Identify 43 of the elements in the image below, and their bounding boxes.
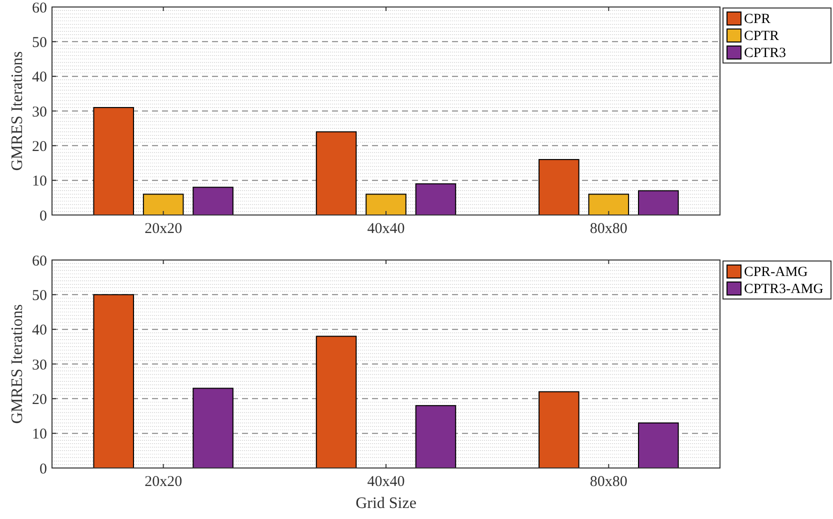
y-axis-title: GMRES Iterations (9, 51, 26, 171)
y-tick-label: 10 (32, 174, 47, 190)
bar (192, 186, 234, 216)
legend-label: CPR-AMG (744, 265, 808, 280)
x-tick-label: 20x20 (144, 221, 182, 237)
y-tick-label: 60 (32, 0, 47, 16)
x-tick-label: 40x40 (367, 221, 405, 237)
legend-label: CPTR (744, 29, 780, 44)
bar (142, 194, 184, 216)
y-tick-label: 20 (32, 138, 47, 155)
x-axis-title: Grid Size (356, 495, 416, 512)
y-tick-label: 0 (40, 461, 47, 478)
y-tick-label: 30 (32, 357, 47, 374)
legend-label: CPR (744, 12, 772, 27)
bar (415, 183, 456, 216)
legend-label: CPTR3-AMG (744, 282, 824, 297)
y-tick-label: 50 (32, 288, 47, 304)
bar (316, 336, 357, 468)
bar (316, 131, 357, 216)
y-tick-label: 40 (32, 70, 47, 86)
y-tick-label: 0 (40, 208, 47, 224)
bar (192, 388, 234, 468)
x-tick-label: 20x20 (144, 474, 182, 490)
bar (588, 194, 630, 216)
x-tick-label: 80x80 (590, 474, 628, 490)
y-tick-label: 40 (32, 322, 47, 339)
bar (638, 422, 679, 468)
bar (638, 190, 679, 216)
y-tick-label: 50 (32, 34, 47, 51)
bar (93, 294, 134, 468)
y-axis-title: GMRES Iterations (9, 304, 26, 424)
x-tick-label: 80x80 (590, 221, 628, 237)
x-tick-label: 40x40 (367, 474, 405, 490)
y-tick-label: 10 (32, 426, 47, 443)
y-tick-label: 30 (32, 104, 47, 120)
bar (538, 391, 580, 468)
bar (415, 405, 456, 468)
bar (366, 194, 406, 216)
y-tick-label: 20 (32, 392, 47, 408)
legend-label: CPTR3 (744, 46, 786, 61)
bar (538, 159, 580, 216)
bar (93, 107, 134, 216)
y-tick-label: 60 (32, 253, 47, 270)
